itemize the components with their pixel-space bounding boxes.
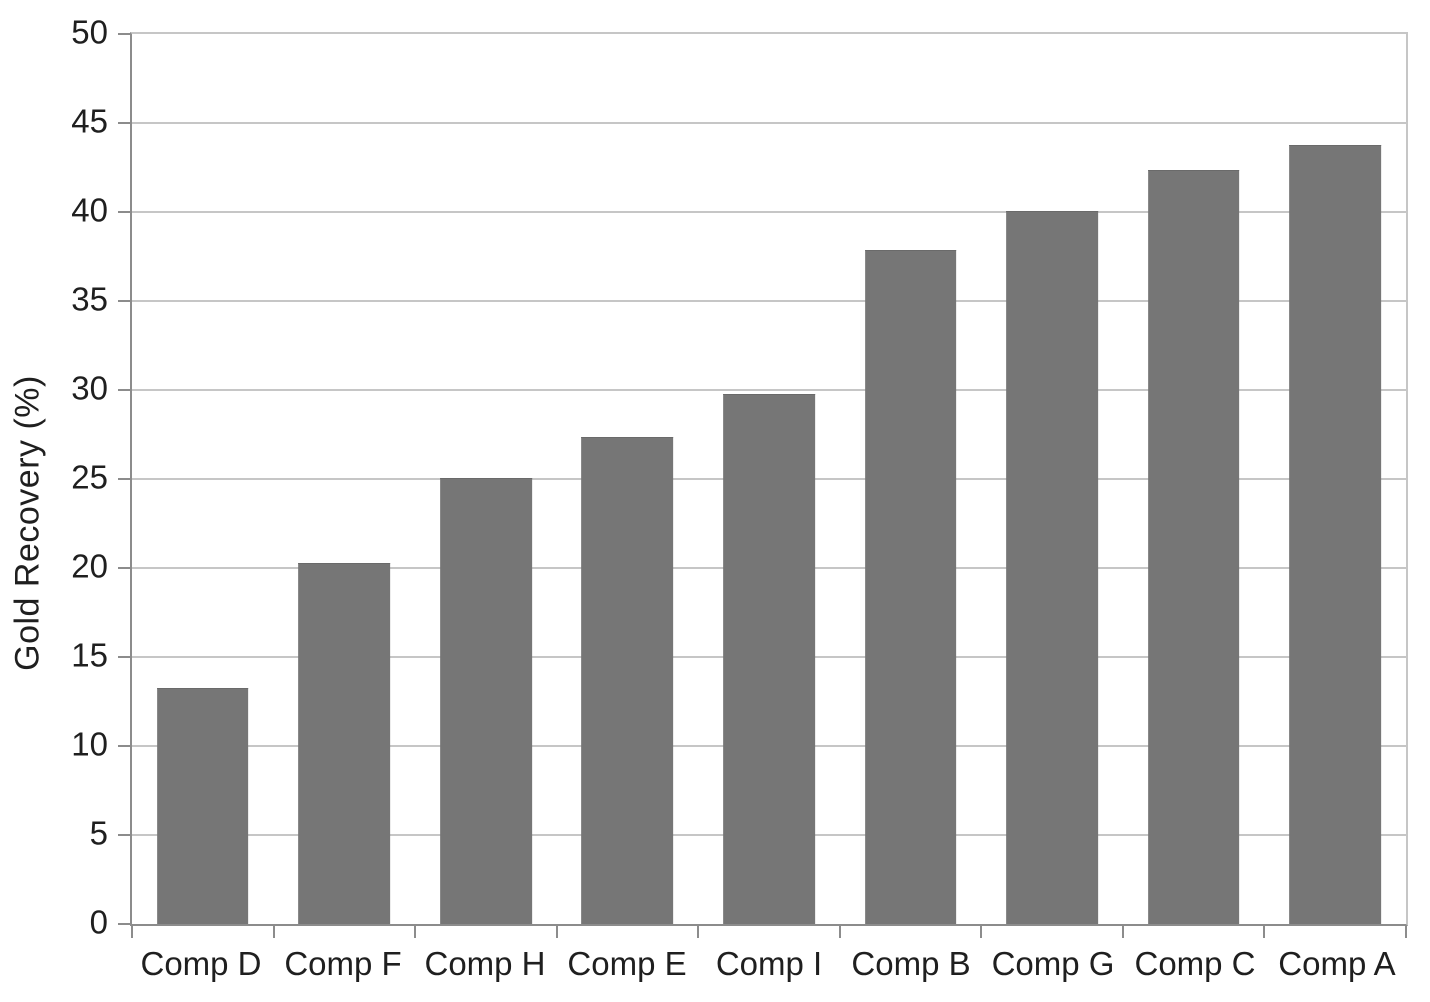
bar-comp-i <box>723 394 815 924</box>
y-tick-label: 20 <box>71 547 108 585</box>
bar-comp-e <box>581 437 674 924</box>
x-category-label: Comp C <box>1134 945 1256 982</box>
x-tick-mark <box>838 926 841 938</box>
x-category-label: Comp D <box>140 945 262 982</box>
x-category-label: Comp I <box>715 945 823 982</box>
x-tick-mark <box>980 926 983 938</box>
y-tick-mark <box>118 923 130 925</box>
x-tick-mark <box>697 926 700 938</box>
y-tick-label: 45 <box>71 102 108 140</box>
bar-comp-b <box>864 250 957 924</box>
x-tick-mark <box>272 926 275 938</box>
y-tick-mark <box>118 122 130 124</box>
y-tick-label: 15 <box>71 636 108 674</box>
y-tick-label: 40 <box>71 191 108 229</box>
gridline <box>132 389 1406 391</box>
y-tick-mark <box>118 389 130 391</box>
y-tick-mark <box>118 211 130 213</box>
y-tick-label: 0 <box>89 903 108 941</box>
x-tick-mark <box>1405 926 1407 938</box>
bar-comp-g <box>1006 211 1098 924</box>
bar-comp-c <box>1147 170 1240 924</box>
x-category-label: Comp B <box>851 945 971 982</box>
y-tick-mark <box>118 478 130 480</box>
x-category-label: Comp E <box>567 945 687 982</box>
x-category-label: Comp F <box>284 945 402 982</box>
bar-comp-d <box>156 688 249 924</box>
x-axis-category-labels: Comp D Comp F Comp H Comp E Comp I Comp B Comp… <box>130 944 1408 984</box>
y-tick-mark <box>118 567 130 569</box>
x-tick-mark <box>414 926 417 938</box>
x-tick-mark <box>131 926 133 938</box>
plot-area <box>118 32 1408 938</box>
y-tick-label: 25 <box>71 458 108 496</box>
y-tick-label: 5 <box>89 814 108 852</box>
gridline <box>132 300 1406 302</box>
y-tick-label: 10 <box>71 725 108 763</box>
bar-comp-f <box>298 563 391 924</box>
bar-comp-a <box>1289 145 1382 924</box>
y-axis-tick-labels: 0 5 10 15 20 25 30 35 40 45 50 <box>0 16 108 939</box>
y-tick-mark <box>118 745 130 747</box>
x-tick-mark <box>1121 926 1124 938</box>
y-tick-mark <box>118 834 130 836</box>
y-tick-label: 30 <box>71 369 108 407</box>
y-tick-mark <box>118 300 130 302</box>
x-tick-mark <box>1263 926 1266 938</box>
y-tick-mark <box>118 656 130 658</box>
y-tick-label: 50 <box>71 13 108 51</box>
bar-comp-h <box>440 478 532 924</box>
gridline <box>132 211 1406 213</box>
x-tick-mark <box>555 926 558 938</box>
x-category-label: Comp G <box>991 945 1115 982</box>
gridline <box>132 122 1406 124</box>
y-tick-label: 35 <box>71 280 108 318</box>
x-category-label: Comp A <box>1278 945 1396 982</box>
x-category-label: Comp H <box>424 945 546 982</box>
y-tick-mark <box>118 33 130 35</box>
